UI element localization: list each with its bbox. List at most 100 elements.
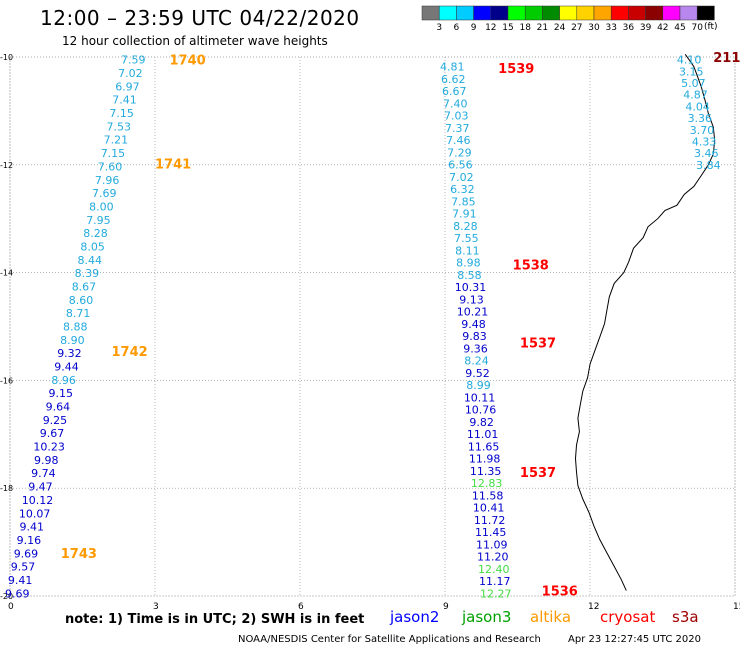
scale-tick-label: 39 [640,23,652,33]
scale-tick-label: 18 [519,23,531,33]
wave-height-value: 3.70 [690,124,715,137]
scale-tick-label: 36 [623,23,635,33]
scale-tick-label: 15 [502,23,513,33]
wave-height-value: 10.76 [465,404,497,417]
coastline [574,54,716,591]
wave-height-value: 8.67 [72,280,97,293]
wave-height-value: 9.83 [462,330,487,343]
wave-height-value: 7.55 [454,232,479,245]
scale-tick-label: 27 [571,23,582,33]
wave-height-value: 10.31 [455,281,487,294]
wave-height-value: 8.39 [75,267,100,280]
wave-height-value: 7.37 [445,122,470,135]
page-subtitle: 12 hour collection of altimeter wave hei… [62,34,328,48]
wave-height-value: 7.95 [86,214,111,227]
wave-height-value: 9.32 [57,347,82,360]
wave-height-value: 9.36 [463,342,488,355]
generation-timestamp: Apr 23 12:27:45 UTC 2020 [568,634,701,645]
wave-height-value: 12.83 [471,477,503,490]
wave-height-value: 6.97 [115,80,140,93]
wave-height-value: 4.87 [683,89,708,102]
x-tick-label: 6 [298,602,304,612]
page-title: 12:00 – 23:59 UTC 04/22/2020 [40,6,360,30]
wave-height-value: 7.29 [447,146,472,159]
wave-height-value: 7.60 [98,160,123,173]
wave-height-value: 8.90 [60,334,85,347]
wave-height-value: 11.01 [467,428,499,441]
scale-tick-label: 3 [436,23,442,33]
wave-height-value: 9.69 [14,547,39,560]
pass-time-label: 1743 [61,547,97,562]
pass-time-label: 1538 [513,259,549,274]
mission-label-s3a: s3a [672,608,699,626]
wave-height-value: 8.96 [51,374,76,387]
wave-height-value: 8.28 [453,220,478,233]
wave-height-value: 8.28 [83,227,108,240]
wave-height-value: 11.72 [474,514,506,527]
credit-line: NOAA/NESDIS Center for Satellite Applica… [238,634,541,645]
footer-note: note: 1) Time is in UTC; 2) SWH is in fe… [65,612,365,627]
wave-height-value: 7.85 [451,195,476,208]
y-tick-label: -20 [0,592,13,601]
wave-height-value: 8.71 [66,307,91,320]
wave-height-value: 9.64 [46,401,71,414]
wave-height-value: 3.36 [688,112,713,125]
wave-height-value: 9.41 [20,521,45,534]
wave-height-value: 7.69 [92,187,117,200]
wave-height-value: 11.45 [475,526,507,539]
wave-height-value: 11.98 [469,453,501,466]
wave-height-value: 4.81 [440,61,465,74]
wave-height-value: 6.62 [441,73,466,86]
wave-height-value: 9.13 [459,293,484,306]
color-scale-unit: (ft) [704,22,718,32]
mission-label-cryosat: cryosat [600,608,656,626]
wave-height-value: 7.59 [121,54,146,67]
scale-tick-label: 6 [454,23,460,33]
wave-height-value: 9.48 [461,318,486,331]
pass-time-label: 1740 [170,54,206,69]
scale-swatch [696,5,715,21]
scale-tick-label: 30 [588,23,600,33]
y-tick-label: -12 [0,161,13,170]
pass-time-label: 1537 [520,466,556,481]
wave-height-value: 11.09 [476,538,508,551]
wave-height-value: 11.20 [477,551,509,564]
wave-height-value: 11.58 [472,489,504,502]
wave-height-value: 9.16 [17,534,42,547]
wave-height-value: 7.15 [109,107,134,120]
wave-height-value: 12.40 [478,563,510,576]
wave-height-value: 10.41 [473,502,505,515]
wave-height-value: 7.91 [452,208,477,221]
y-tick-label: -16 [0,376,13,385]
y-tick-label: -18 [0,484,13,493]
wave-height-value: 9.15 [49,387,74,400]
wave-height-value: 10.11 [464,391,496,404]
pass-time-label: 1742 [112,345,148,360]
x-tick-label: 3 [153,602,159,612]
wave-height-value: 10.07 [19,507,51,520]
mission-label-jason3: jason3 [462,608,512,626]
wave-height-value: 6.56 [448,159,473,172]
scale-tick-label: 21 [537,23,548,33]
wave-height-value: 8.44 [78,254,103,267]
wave-height-value: 9.82 [469,416,494,429]
wave-height-value: 10.21 [457,306,489,319]
map-frame [9,56,736,597]
wave-height-value: 5.07 [681,77,706,90]
wave-height-value: 8.05 [80,240,105,253]
wave-height-value: 4.04 [685,100,710,113]
scale-tick-label: 12 [485,23,496,33]
wave-height-value: 7.03 [444,110,469,123]
wave-height-value: 10.12 [22,494,54,507]
scale-tick-label: 9 [471,23,477,33]
x-tick-label: 12 [588,602,599,612]
scale-tick-label: 45 [674,23,685,33]
wave-height-value: 11.35 [470,465,502,478]
pass-time-label: 1741 [155,158,191,173]
wave-height-value: 11.65 [468,440,500,453]
mission-label-jason2: jason2 [390,608,440,626]
pass-time-label: 2113 [713,51,740,66]
wave-height-value: 8.24 [464,355,489,368]
wave-height-value: 7.96 [95,174,120,187]
